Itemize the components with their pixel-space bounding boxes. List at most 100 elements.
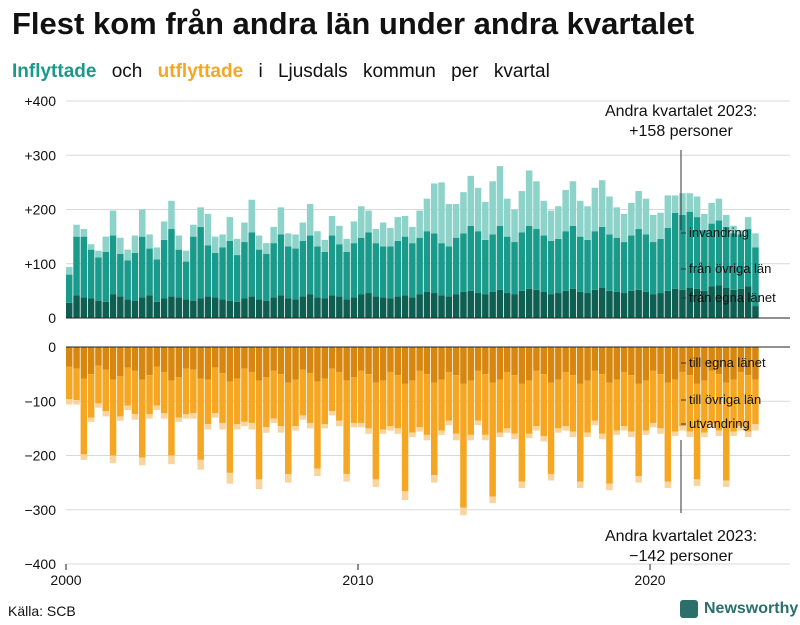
- bar-out-0: [650, 347, 657, 371]
- bar-in-2: [540, 200, 547, 236]
- bar-in-2: [635, 191, 642, 230]
- bar-in-0: [474, 293, 482, 318]
- bar-out-2: [686, 431, 693, 438]
- bar-out-0: [146, 347, 153, 376]
- bar-out-1: [190, 369, 197, 414]
- bar-out-1: [336, 371, 343, 421]
- bar-in-2: [343, 238, 350, 252]
- bar-in-2: [686, 193, 693, 212]
- bar-out-2: [212, 413, 219, 418]
- bar-out-2: [401, 491, 409, 500]
- bar-out-1: [606, 382, 613, 484]
- bar-in-2: [321, 239, 328, 252]
- bar-in-0: [336, 296, 343, 318]
- bar-in-0: [292, 299, 299, 318]
- bar-in-0: [693, 288, 701, 318]
- bar-out-0: [555, 347, 562, 380]
- bar-out-2: [372, 479, 380, 487]
- bar-in-1: [635, 229, 642, 290]
- bar-in-2: [438, 182, 445, 244]
- bar-out-0: [504, 347, 511, 372]
- bar-in-1: [474, 231, 482, 294]
- bar-in-0: [80, 297, 88, 318]
- bar-out-1: [87, 374, 95, 418]
- bar-in-2: [95, 250, 102, 258]
- bar-out-0: [752, 347, 759, 380]
- bar-in-2: [401, 216, 409, 237]
- bar-in-0: [409, 297, 416, 318]
- bar-out-0: [620, 347, 628, 372]
- bar-in-0: [270, 297, 277, 318]
- bar-in-1: [679, 214, 686, 290]
- bar-out-1: [197, 378, 204, 460]
- bar-out-0: [482, 347, 489, 375]
- bar-in-0: [686, 287, 693, 318]
- bar-in-2: [66, 267, 73, 275]
- bar-out-0: [182, 347, 190, 369]
- bar-in-0: [715, 285, 723, 318]
- y-ticks-top: +400 +300 +200 +100 0: [24, 93, 56, 326]
- bar-in-1: [255, 249, 263, 300]
- bar-in-0: [613, 291, 620, 318]
- bar-out-1: [131, 370, 139, 415]
- bar-out-2: [460, 507, 467, 516]
- bar-out-2: [423, 434, 431, 441]
- bar-in-0: [175, 297, 182, 318]
- label-bottom-1: till övriga län: [689, 392, 761, 407]
- bar-out-2: [66, 399, 73, 405]
- bar-out-2: [737, 426, 745, 431]
- bar-out-2: [577, 481, 584, 489]
- bar-out-2: [270, 418, 277, 423]
- bar-in-0: [701, 290, 708, 318]
- bar-in-2: [306, 204, 314, 236]
- bar-in-1: [569, 225, 577, 289]
- bar-in-0: [584, 293, 591, 318]
- bar-in-2: [226, 217, 234, 241]
- brand-logo: Newsworthy: [680, 600, 798, 618]
- bar-out-1: [299, 369, 307, 416]
- bar-in-1: [671, 212, 679, 289]
- bar-out-0: [255, 347, 263, 381]
- bar-out-1: [482, 374, 489, 435]
- bar-in-1: [555, 238, 562, 294]
- label-top-2: från egna länet: [689, 290, 776, 305]
- bar-out-2: [87, 417, 95, 422]
- bar-in-2: [146, 234, 153, 249]
- bar-in-2: [387, 227, 394, 247]
- bar-in-2: [175, 235, 182, 250]
- bar-out-0: [270, 347, 277, 371]
- bar-out-2: [190, 413, 197, 419]
- bar-in-0: [263, 300, 270, 318]
- bar-in-0: [321, 298, 328, 318]
- bar-in-0: [95, 300, 102, 318]
- bar-in-0: [212, 297, 219, 318]
- bar-out-0: [701, 347, 708, 381]
- subtitle-per: per: [451, 61, 479, 82]
- bar-out-1: [255, 380, 263, 480]
- bar-out-0: [642, 347, 650, 381]
- bar-in-0: [452, 294, 460, 318]
- bar-in-0: [117, 296, 124, 318]
- bar-out-0: [591, 347, 599, 371]
- bar-out-2: [591, 420, 599, 426]
- bar-in-1: [336, 244, 343, 297]
- bar-out-1: [577, 383, 584, 482]
- bar-out-2: [467, 434, 474, 441]
- bar-out-0: [533, 347, 540, 371]
- bar-out-2: [124, 405, 131, 410]
- bar-out-2: [95, 403, 102, 408]
- bar-out-2: [394, 428, 401, 434]
- bar-in-1: [212, 252, 219, 298]
- bar-in-1: [423, 231, 431, 292]
- bar-out-0: [336, 347, 343, 372]
- bar-in-1: [628, 235, 635, 291]
- bar-in-1: [292, 248, 299, 300]
- bar-out-1: [117, 376, 124, 417]
- bar-in-0: [379, 297, 387, 318]
- bar-in-2: [708, 202, 715, 224]
- bar-in-0: [489, 291, 496, 318]
- series-labels: invandring från övriga län från egna länet…: [681, 225, 776, 431]
- bar-out-1: [686, 375, 693, 432]
- bar-out-1: [146, 375, 153, 415]
- bar-out-1: [124, 367, 131, 406]
